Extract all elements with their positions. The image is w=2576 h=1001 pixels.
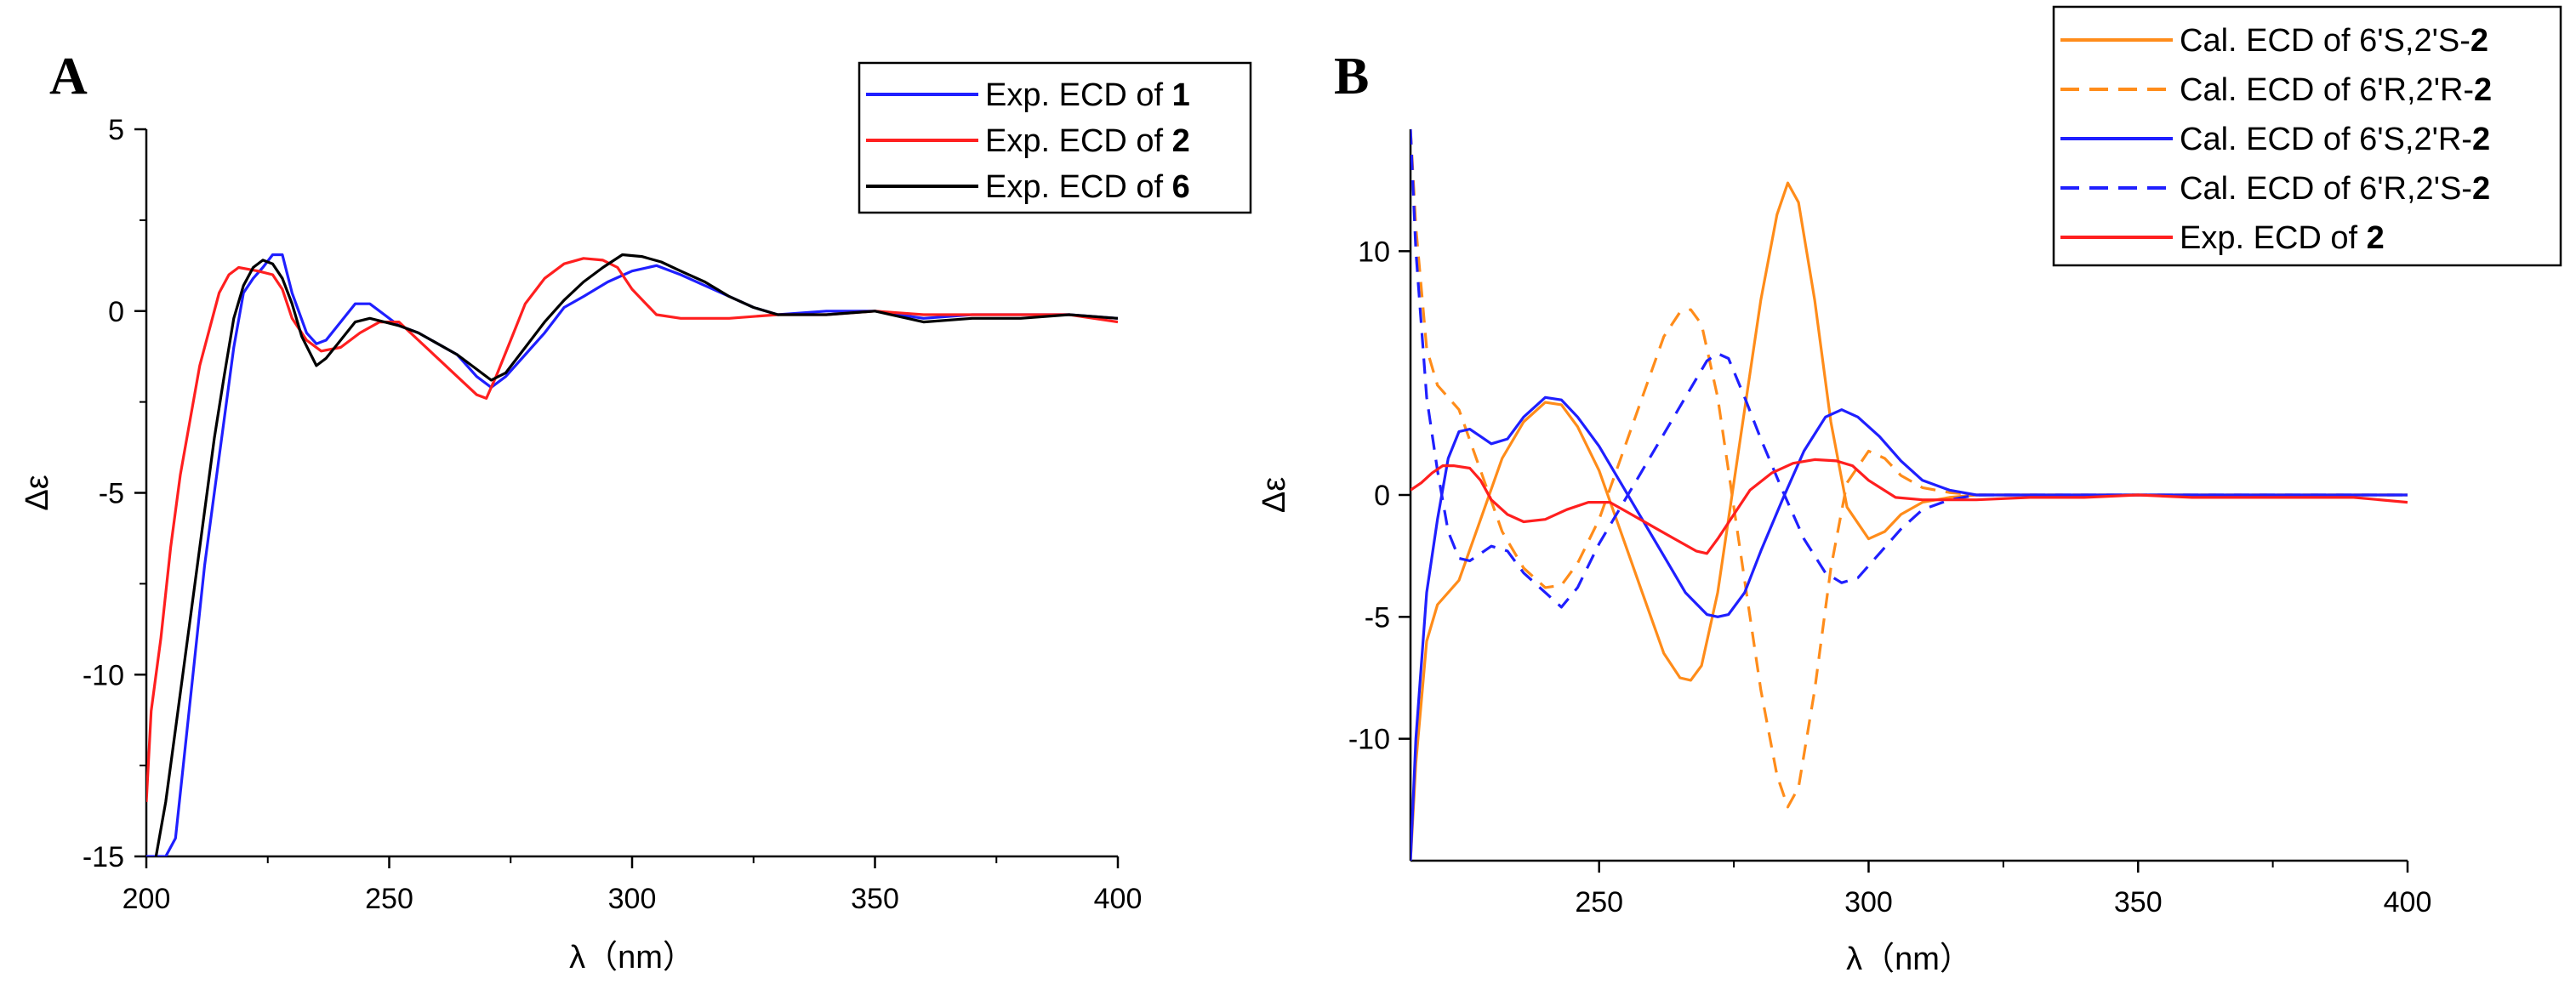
- x-tick-label: 200: [123, 883, 171, 915]
- x-tick-label: 300: [608, 883, 657, 915]
- x-tick-label: 350: [2114, 886, 2163, 919]
- x-tick-label: 250: [365, 883, 413, 915]
- legend-label-3: Cal. ECD of 6'S,2'R-2: [2180, 122, 2490, 157]
- legend-label-2: Exp. ECD of 2: [985, 123, 1190, 159]
- y-tick-label: -5: [99, 478, 124, 510]
- legend-label-3: Exp. ECD of 6: [985, 169, 1190, 205]
- y-tick-label: 5: [108, 114, 124, 146]
- y-tick-label: 0: [1374, 480, 1390, 512]
- x-tick-label: 400: [2384, 886, 2432, 919]
- y-tick-label: -15: [83, 841, 124, 873]
- y-tick-label: 10: [1358, 236, 1390, 268]
- series-line-3: [154, 253, 1118, 856]
- legend-label-2: Cal. ECD of 6'R,2'R-2: [2180, 72, 2492, 108]
- x-tick-label: 300: [1844, 886, 1893, 919]
- legend-label-1: Cal. ECD of 6'S,2'S-2: [2180, 23, 2488, 59]
- series-line-5: [1411, 458, 2408, 555]
- legend-label-5: Exp. ECD of 2: [2180, 220, 2385, 256]
- y-tick-label: -10: [1348, 724, 1390, 756]
- legend-box: [2052, 5, 2562, 267]
- x-axis-label: λ（nm）: [569, 940, 695, 975]
- chart-panel-b: B 250 300 350 400 10 0 -5 -10 λ（nm） Δε Cal. ECD of …: [1257, 5, 2562, 977]
- series-line-2: [1411, 128, 2408, 809]
- series-group: [1411, 128, 2408, 861]
- x-tick-label: 400: [1094, 883, 1143, 915]
- x-tick-label: 350: [851, 883, 899, 915]
- series-group: [146, 253, 1118, 856]
- legend: Exp. ECD of 1 Exp. ECD of 2 Exp. ECD of 6: [858, 61, 1252, 214]
- panel-label: B: [1334, 48, 1369, 105]
- y-axis-label: Δε: [1257, 477, 1292, 513]
- series-line-1: [1411, 181, 2408, 861]
- y-axis-label: Δε: [20, 475, 55, 510]
- x-axis-label: λ（nm）: [1846, 941, 1972, 977]
- x-tick-label: 250: [1575, 886, 1623, 919]
- series-line-2: [146, 257, 1118, 802]
- panel-label: A: [49, 48, 88, 105]
- y-tick-label: 0: [108, 296, 124, 328]
- legend-label-1: Exp. ECD of 1: [985, 77, 1190, 113]
- legend: Cal. ECD of 6'S,2'S-2 Cal. ECD of 6'R,2'R…: [2052, 5, 2562, 267]
- legend-label-4: Cal. ECD of 6'R,2'S-2: [2180, 171, 2490, 207]
- y-tick-label: -5: [1365, 601, 1390, 634]
- series-line-3: [1411, 395, 2408, 861]
- series-line-4: [1411, 128, 2408, 609]
- y-tick-label: -10: [83, 659, 124, 691]
- chart-panel-a: A 200 250 300 350 400 5 0 -5 -10 -15 λ（nm） Δε Exp. EC…: [20, 48, 1252, 975]
- series-line-1: [146, 253, 1118, 856]
